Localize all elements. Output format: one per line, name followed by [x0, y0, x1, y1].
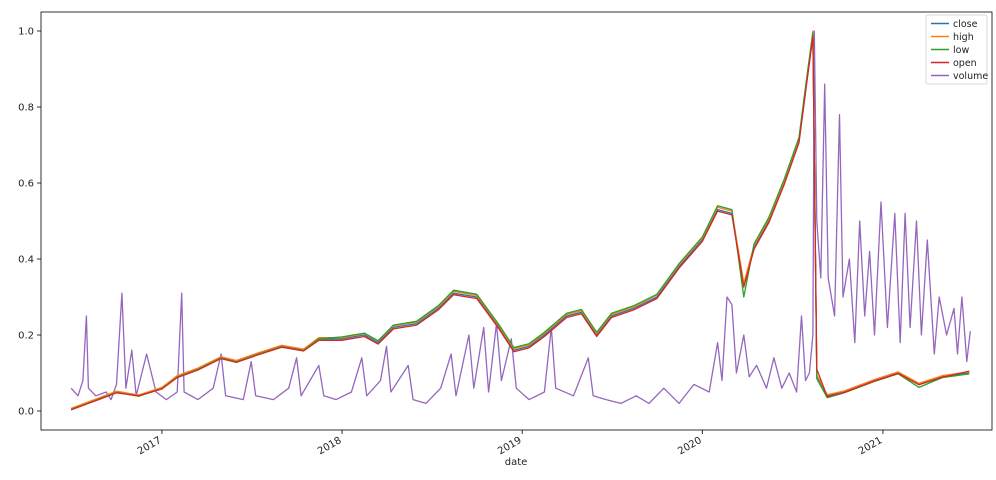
- legend: close high low open volume: [925, 14, 988, 85]
- y-axis: 0.0 0.2 0.4 0.6 0.8 1.0: [18, 27, 41, 418]
- y-tick-label: 0.0: [18, 407, 34, 418]
- y-tick-label: 0.8: [18, 103, 34, 114]
- legend-box: [925, 14, 988, 85]
- series-line-volume: [70, 30, 971, 405]
- legend-label-high: high: [953, 32, 974, 43]
- legend-label-volume: volume: [953, 71, 988, 82]
- y-tick-label: 0.6: [18, 179, 34, 190]
- y-tick-label: 0.4: [18, 255, 34, 266]
- series-line-open: [70, 36, 970, 411]
- legend-items: close high low open volume: [931, 19, 988, 82]
- x-tick-label: 2019: [496, 435, 524, 457]
- y-tick-label: 0.2: [18, 331, 34, 342]
- x-tick-label: 2021: [857, 435, 885, 457]
- legend-label-low: low: [953, 45, 969, 56]
- y-tick-label: 1.0: [18, 27, 34, 38]
- x-axis-title: date: [505, 457, 528, 468]
- legend-label-open: open: [953, 58, 977, 69]
- legend-label-close: close: [953, 19, 978, 30]
- x-tick-label: 2018: [316, 435, 344, 457]
- series-layer: [70, 30, 971, 411]
- x-tick-label: 2020: [676, 435, 704, 457]
- plot-frame: [40, 11, 993, 431]
- plot-area: [41, 12, 992, 430]
- x-axis: 2017 2018 2019 2020 2021: [136, 430, 885, 457]
- x-tick-label: 2017: [136, 435, 164, 457]
